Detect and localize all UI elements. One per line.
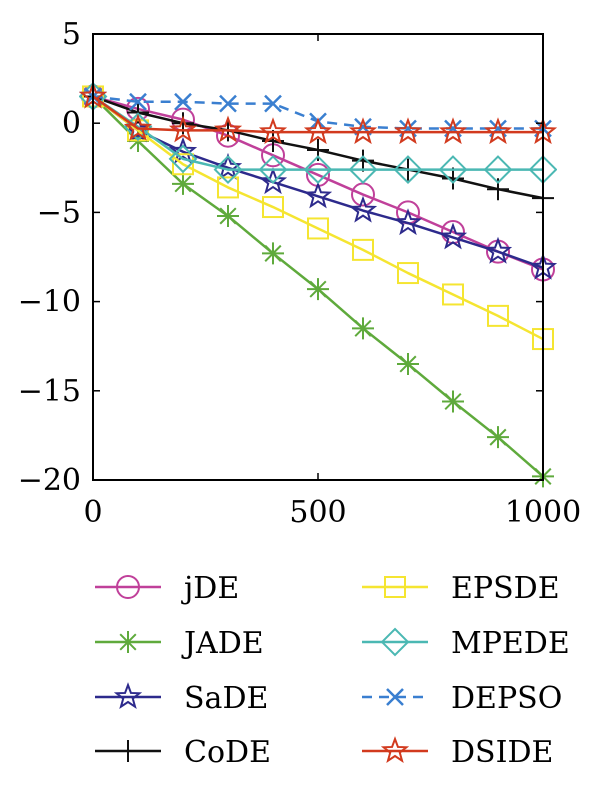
legend-item-sade: SaDE: [95, 681, 268, 716]
plot-series-group: [79, 81, 557, 488]
legend-marker-jade: [117, 631, 139, 653]
data-point-mpede: [483, 155, 513, 184]
data-point-sade: [168, 136, 198, 164]
data-point-epsde: [307, 217, 329, 240]
legend-marker-depso: [386, 688, 404, 706]
data-point-sade: [393, 208, 423, 236]
data-point-dside: [168, 115, 198, 143]
data-point-depso: [129, 92, 147, 111]
legend-label-code: CoDE: [184, 735, 271, 770]
legend-label-mpede: MPEDE: [451, 626, 570, 661]
data-point-dside: [123, 113, 153, 141]
series-code: [82, 85, 554, 210]
y-tick-label: −20: [18, 463, 81, 498]
data-point-dside: [258, 117, 288, 145]
x-tick-label: 1000: [505, 495, 581, 530]
data-point-mpede: [348, 155, 378, 184]
data-point-epsde: [487, 304, 509, 327]
data-point-jade: [352, 317, 374, 340]
x-tick-label: 0: [83, 495, 102, 530]
legend-item-jade: JADE: [95, 626, 264, 661]
data-point-jade: [397, 353, 419, 376]
data-point-jade: [487, 426, 509, 449]
data-point-mpede: [393, 155, 423, 184]
data-point-jade: [442, 390, 464, 413]
data-point-depso: [174, 92, 192, 111]
data-point-jade: [307, 278, 329, 301]
data-point-dside: [393, 117, 423, 145]
y-tick-label: −15: [18, 374, 81, 409]
data-point-dside: [348, 117, 378, 145]
legend-label-dside: DSIDE: [451, 735, 553, 770]
data-point-sade: [438, 222, 468, 250]
series-epsde: [82, 85, 554, 351]
data-point-sade: [348, 195, 378, 223]
legend-marker-dside: [380, 736, 410, 764]
data-point-epsde: [217, 176, 239, 199]
legend-label-sade: SaDE: [184, 681, 268, 716]
data-point-mpede: [438, 155, 468, 184]
data-point-mpede: [258, 155, 288, 184]
legend-label-jade: JADE: [181, 626, 264, 661]
legend-item-dside: DSIDE: [362, 735, 553, 770]
data-point-epsde: [352, 238, 374, 261]
legend: jDE JADE SaDE CoDE EPSDE MPEDE DEPSO DSIDE: [95, 571, 570, 770]
legend-marker-code: [117, 740, 139, 762]
legend-item-mpede: MPEDE: [362, 626, 570, 661]
series-line-depso: [92, 95, 543, 130]
legend-item-depso: DEPSO: [362, 681, 562, 716]
legend-item-epsde: EPSDE: [362, 571, 560, 606]
data-point-depso: [219, 94, 237, 113]
data-point-epsde: [397, 262, 419, 285]
x-tick-label: 500: [289, 495, 346, 530]
data-point-epsde: [172, 153, 194, 176]
y-tick-label: −10: [18, 285, 81, 320]
legend-marker-mpede: [380, 627, 410, 657]
data-point-dside: [213, 115, 243, 143]
data-point-code: [442, 167, 464, 190]
data-point-jade: [262, 242, 284, 265]
data-point-mpede: [168, 144, 198, 174]
data-point-depso: [264, 94, 282, 113]
data-point-dside: [303, 117, 333, 145]
series-line-mpede: [92, 95, 543, 171]
legend-label-jde: jDE: [181, 571, 239, 606]
legend-marker-sade: [113, 682, 143, 710]
series-line-jde: [92, 95, 544, 271]
data-point-sade: [258, 167, 288, 195]
axes: 50−5−10−15−200 500 1000: [18, 17, 581, 530]
legend-marker-jde: [116, 575, 140, 599]
data-point-mpede: [303, 155, 333, 184]
data-point-epsde: [442, 283, 464, 306]
legend-item-jde: jDE: [95, 571, 239, 606]
data-point-dside: [483, 117, 513, 145]
legend-label-depso: DEPSO: [451, 681, 562, 716]
data-point-sade: [303, 181, 333, 209]
data-point-epsde: [262, 196, 284, 219]
data-point-jade: [217, 204, 239, 227]
y-tick-label: 5: [62, 17, 81, 52]
data-point-code: [352, 149, 374, 172]
data-point-mpede: [213, 155, 243, 184]
plot-frame: [92, 33, 544, 481]
data-point-sade: [483, 236, 513, 264]
legend-marker-epsde: [384, 576, 406, 598]
legend-label-epsde: EPSDE: [451, 571, 560, 606]
series-line-dside: [92, 95, 543, 134]
plot-area: [79, 81, 557, 488]
data-point-dside: [438, 117, 468, 145]
y-tick-label: 0: [62, 106, 81, 141]
data-point-jade: [172, 172, 194, 195]
legend-item-code: CoDE: [95, 735, 271, 770]
series-dside: [79, 81, 557, 145]
y-tick-label: −5: [37, 195, 81, 230]
series-line-sade: [92, 95, 544, 269]
series-line-epsde: [92, 95, 544, 341]
